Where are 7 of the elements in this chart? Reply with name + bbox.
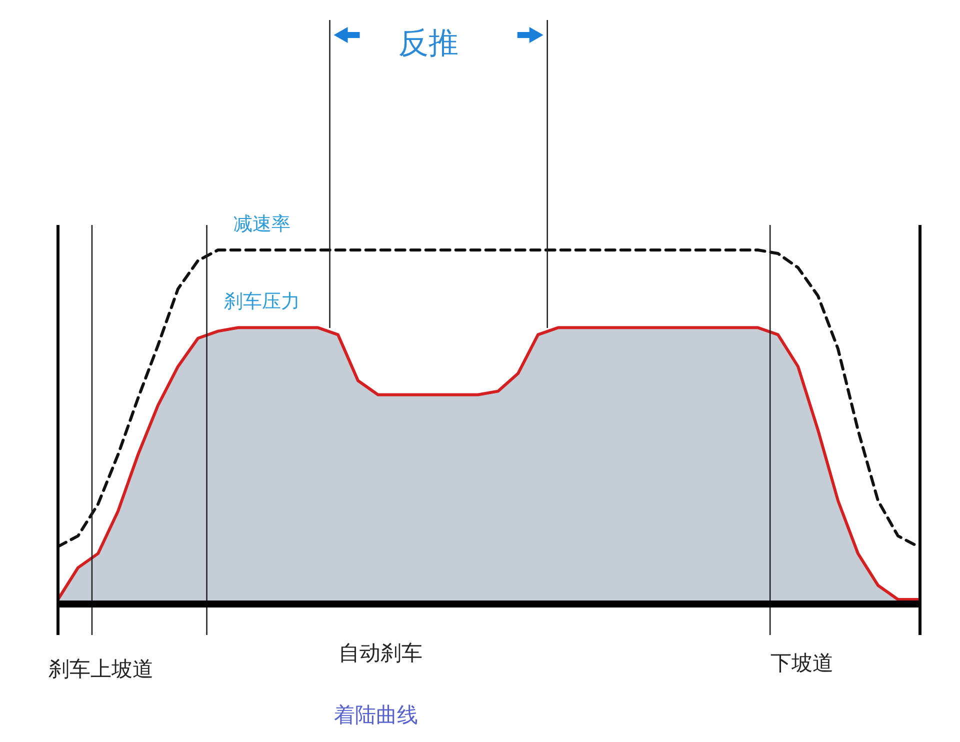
text: 下坡道 (770, 651, 834, 675)
text: 刹车上坡道 (48, 657, 154, 681)
text: 自动刹车 (338, 641, 422, 665)
text: 反推 (398, 26, 459, 61)
series-label: 刹车压力 (224, 290, 300, 313)
text: 着陆曲线 (334, 703, 418, 727)
series-label: 减速率 (234, 213, 290, 235)
